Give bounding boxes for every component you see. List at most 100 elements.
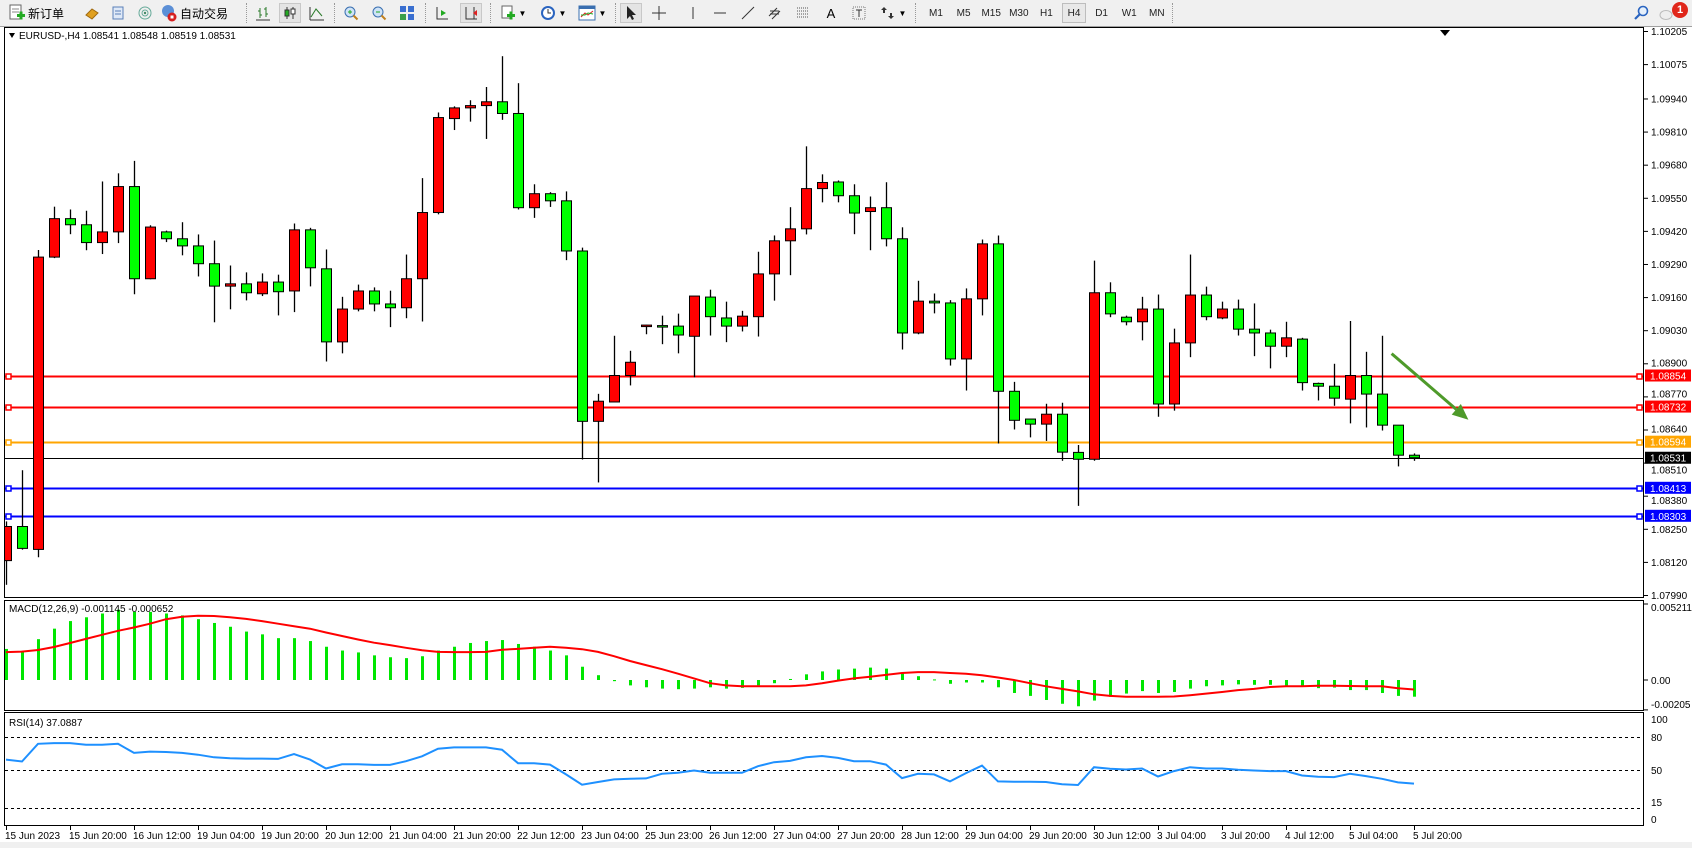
templates-button[interactable]: ▼: [574, 3, 610, 23]
macd-histogram-bar: [69, 621, 72, 680]
time-axis-label: 29 Jun 04:00: [965, 831, 1023, 842]
candle-body: [97, 231, 108, 244]
macd-histogram-bar: [1269, 680, 1272, 685]
trendline-tool-button[interactable]: [737, 3, 759, 23]
candle: [977, 239, 988, 316]
text-tool-button[interactable]: A: [820, 3, 842, 23]
new-order-button[interactable]: 新订单: [8, 3, 86, 23]
periodicity-button[interactable]: ▼: [536, 3, 570, 23]
macd-histogram-bar: [197, 619, 200, 680]
macd-histogram-bar: [1205, 680, 1208, 687]
candle: [865, 196, 876, 251]
timeframe-w1[interactable]: W1: [1121, 7, 1137, 19]
macd-histogram-bar: [517, 643, 520, 680]
price-line-label: 1.08303: [1650, 512, 1687, 523]
price-axis-label: 1.08510: [1651, 466, 1688, 477]
line-handle-right[interactable]: [1636, 373, 1643, 380]
macd-histogram-bar: [1061, 680, 1064, 704]
line-handle-left[interactable]: [5, 485, 12, 492]
arrows-tool-button[interactable]: ▼: [876, 3, 910, 23]
navigator-button[interactable]: [134, 3, 156, 23]
candlestick-chart-button[interactable]: [279, 3, 301, 23]
line-handle-right[interactable]: [1636, 513, 1643, 520]
line-handle-left[interactable]: [5, 373, 12, 380]
time-axis-label: 19 Jun 04:00: [197, 831, 255, 842]
fibonacci-tool-button[interactable]: [792, 3, 814, 23]
data-window-button[interactable]: [107, 3, 129, 23]
zoom-out-button[interactable]: [368, 3, 390, 23]
chart-shift-button[interactable]: [460, 3, 482, 23]
candle-body: [449, 107, 460, 120]
auto-trading-button[interactable]: 自动交易: [160, 3, 240, 23]
timeframe-m15[interactable]: M15: [981, 7, 1001, 19]
market-watch-button[interactable]: [81, 3, 103, 23]
macd-histogram-bar: [1077, 680, 1080, 707]
new-order-label: 新订单: [28, 6, 65, 21]
line-handle-right[interactable]: [1636, 485, 1643, 492]
horizontal-lines[interactable]: [5, 373, 1643, 520]
zoom-in-button[interactable]: [340, 3, 362, 23]
vertical-line-tool-button[interactable]: [682, 3, 704, 23]
line-handle-left[interactable]: [5, 513, 12, 520]
text-label-tool-button[interactable]: [848, 3, 870, 23]
timeframe-m1[interactable]: M1: [929, 7, 943, 19]
chart-shift-marker-icon[interactable]: [1440, 30, 1450, 36]
timeframe-mn[interactable]: MN: [1149, 7, 1165, 19]
line-handle-left[interactable]: [5, 439, 12, 446]
candle: [833, 180, 844, 203]
candle: [369, 287, 380, 312]
arrow-shaft[interactable]: [1390, 352, 1458, 411]
price-axis-label: 1.09030: [1651, 326, 1688, 337]
line-handle-right[interactable]: [1636, 404, 1643, 411]
line-chart-button[interactable]: [306, 3, 328, 23]
symbol-dropdown-icon[interactable]: [9, 33, 15, 38]
axes: 1.10205 1.10075 1.09940 1.09810 1.09680 1.095…: [5, 27, 1692, 842]
cursor-icon: [627, 6, 636, 20]
macd-histogram-bar: [693, 680, 696, 689]
timeframe-h4[interactable]: H4: [1062, 3, 1086, 23]
arrow-annotation[interactable]: [1390, 352, 1469, 420]
notification-badge[interactable]: 1: [1672, 2, 1688, 18]
macd-histogram-bar: [293, 638, 296, 680]
price-axis-label: 1.09810: [1651, 128, 1688, 139]
candle-body: [673, 325, 684, 336]
macd-histogram-bar: [789, 678, 792, 680]
toolbar: 新订单 自动交易 ▼ ▼ ▼ A ▼ M1 M5 M15 M30 H1 H4 D1 W1 MN …: [0, 0, 1692, 27]
auto-scroll-button[interactable]: [431, 3, 453, 23]
macd-histogram-bar: [149, 611, 152, 680]
arrow-head-icon[interactable]: [1451, 404, 1469, 420]
candle-body: [401, 278, 412, 309]
timeframe-m5[interactable]: M5: [956, 7, 971, 19]
notifications-button[interactable]: [1656, 3, 1678, 23]
candle-body: [113, 186, 124, 233]
crosshair-tool-button[interactable]: [648, 3, 670, 23]
time-axis-label: 3 Jul 20:00: [1221, 831, 1270, 842]
price-axis-label: 1.08640: [1651, 425, 1688, 436]
timeframe-m30[interactable]: M30: [1009, 7, 1029, 19]
candle: [545, 192, 556, 207]
candle-body: [1137, 308, 1148, 323]
price-line-label: 1.08594: [1650, 438, 1687, 449]
timeframe-h1[interactable]: H1: [1039, 7, 1053, 19]
add-indicator-icon: [501, 5, 515, 20]
equidistant-channel-tool-button[interactable]: [764, 3, 786, 23]
candle-body: [689, 295, 700, 337]
candle-body: [1345, 375, 1356, 400]
candle: [353, 284, 364, 312]
line-handle-right[interactable]: [1636, 439, 1643, 446]
price-axis-label: 1.08380: [1651, 496, 1688, 507]
time-axis-label: 21 Jun 04:00: [389, 831, 447, 842]
candle-body: [481, 101, 492, 107]
timeframe-d1[interactable]: D1: [1095, 7, 1108, 19]
chevron-down-icon: ▼: [898, 8, 907, 18]
line-handle-left[interactable]: [5, 404, 12, 411]
search-button[interactable]: [1630, 3, 1652, 23]
candle-body: [81, 224, 92, 244]
cursor-tool-button[interactable]: [620, 3, 642, 23]
price-axis-label: 1.09290: [1651, 260, 1688, 271]
tile-windows-button[interactable]: [396, 3, 418, 23]
horizontal-line-tool-button[interactable]: [709, 3, 731, 23]
bar-chart-button[interactable]: [252, 3, 274, 23]
indicators-button[interactable]: ▼: [496, 3, 530, 23]
